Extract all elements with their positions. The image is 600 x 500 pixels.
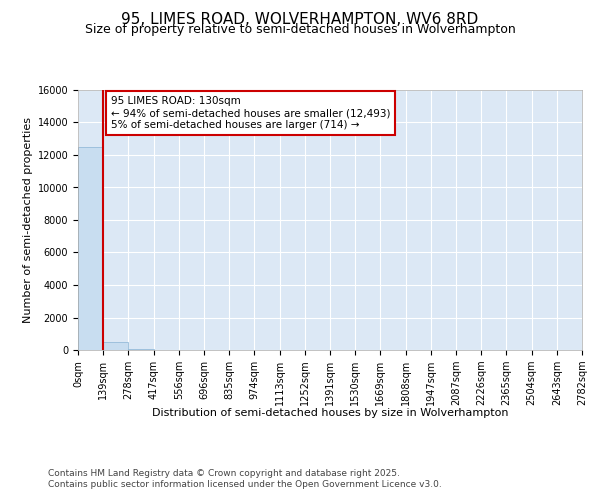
Bar <box>128 349 154 350</box>
Text: Contains HM Land Registry data © Crown copyright and database right 2025.: Contains HM Land Registry data © Crown c… <box>48 468 400 477</box>
Bar <box>103 342 128 350</box>
Y-axis label: Number of semi-detached properties: Number of semi-detached properties <box>23 117 34 323</box>
Text: 95, LIMES ROAD, WOLVERHAMPTON, WV6 8RD: 95, LIMES ROAD, WOLVERHAMPTON, WV6 8RD <box>121 12 479 28</box>
X-axis label: Distribution of semi-detached houses by size in Wolverhampton: Distribution of semi-detached houses by … <box>152 408 508 418</box>
Text: 95 LIMES ROAD: 130sqm
← 94% of semi-detached houses are smaller (12,493)
5% of s: 95 LIMES ROAD: 130sqm ← 94% of semi-deta… <box>111 96 390 130</box>
Text: Contains public sector information licensed under the Open Government Licence v3: Contains public sector information licen… <box>48 480 442 489</box>
Bar <box>78 147 103 350</box>
Text: Size of property relative to semi-detached houses in Wolverhampton: Size of property relative to semi-detach… <box>85 22 515 36</box>
